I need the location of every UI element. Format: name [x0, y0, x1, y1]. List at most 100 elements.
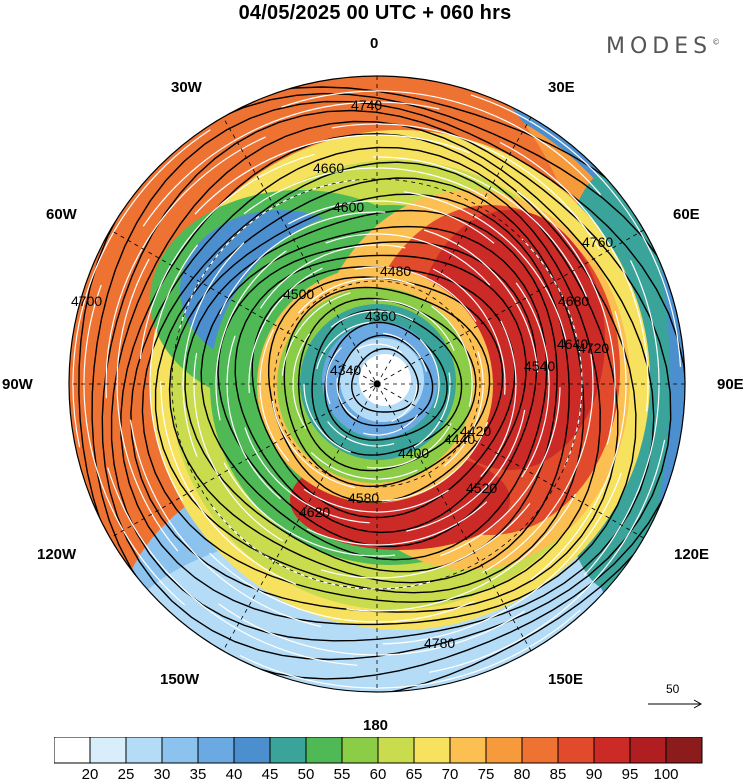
streamline — [530, 311, 627, 581]
streamline — [83, 284, 186, 606]
streamline — [431, 305, 473, 407]
streamline — [403, 191, 567, 340]
contour-line — [200, 225, 548, 561]
colorbar-tick-label: 50 — [297, 766, 315, 783]
contour-label: 4360 — [365, 308, 396, 324]
lon-label-60w: 60W — [46, 206, 77, 223]
streamline — [516, 191, 616, 445]
lon-label-30w: 30W — [171, 79, 202, 96]
contour-label: 4440 — [444, 431, 475, 447]
streamline — [292, 333, 311, 429]
contour-line — [110, 120, 655, 642]
streamline — [193, 352, 284, 542]
contour-line — [337, 334, 434, 427]
chart-title: 04/05/2025 00 UTC + 060 hrs — [238, 2, 512, 24]
colorbar-swatch — [485, 737, 523, 764]
contour-line — [91, 100, 685, 680]
latitude-circle — [273, 280, 481, 488]
contour-label: 4660 — [313, 160, 344, 176]
contour-label: 4740 — [351, 97, 382, 113]
lon-label-150w: 150W — [160, 671, 200, 688]
contour-line — [311, 309, 463, 456]
colorbar-swatch — [449, 737, 487, 764]
colorbar-swatch — [629, 737, 667, 764]
colorbar-tick-label: 30 — [153, 766, 171, 783]
map-boundary — [68, 75, 686, 693]
lon-label-150e: 150E — [548, 671, 584, 688]
streamline — [327, 421, 395, 447]
streamline — [354, 266, 477, 322]
pole-marker — [373, 380, 381, 388]
streamline — [363, 414, 419, 436]
colorbar-swatch — [557, 737, 595, 764]
colorbar-tick-label: 20 — [81, 766, 99, 783]
streamline — [142, 101, 440, 227]
streamline — [432, 268, 506, 395]
streamline — [346, 493, 577, 612]
streamline — [116, 258, 179, 552]
contour-label: 4540 — [524, 358, 555, 374]
streamline — [281, 292, 351, 376]
streamline — [182, 242, 245, 457]
colorbar-tick-label: 35 — [189, 766, 207, 783]
streamline — [194, 134, 470, 215]
streamline — [499, 141, 649, 412]
contour-label: 4700 — [71, 293, 102, 309]
contour-label: 4760 — [582, 234, 613, 250]
streamline — [583, 260, 660, 576]
streamline — [226, 335, 281, 500]
contour-line — [324, 321, 448, 441]
streamline — [208, 552, 475, 623]
contour-label: 4640 — [557, 336, 588, 352]
colorbar-swatch — [54, 737, 91, 764]
streamline — [303, 384, 352, 453]
contour-label: 4420 — [460, 423, 491, 439]
reference-vector: 50 — [644, 682, 704, 712]
streamline — [419, 338, 440, 409]
colorbar-tick-label: 65 — [405, 766, 423, 783]
colorbar-swatch — [269, 737, 307, 764]
colorbar-swatch — [233, 737, 271, 764]
contour-label: 4520 — [466, 480, 497, 496]
streamline — [219, 211, 386, 315]
contour-label: 4400 — [398, 445, 429, 461]
colorbar-swatch — [521, 737, 559, 764]
streamline — [374, 299, 455, 352]
streamline — [218, 603, 525, 656]
streamline — [303, 488, 449, 513]
contour-label: 4340 — [330, 362, 361, 378]
streamline — [428, 439, 666, 673]
colorbar-swatch — [593, 737, 631, 764]
contour-line — [78, 92, 685, 692]
streamline — [325, 347, 342, 405]
streamline — [248, 267, 323, 393]
contour-line — [234, 254, 527, 534]
latitude-circle — [171, 178, 583, 590]
streamline — [470, 94, 682, 367]
streamline — [383, 332, 427, 372]
colorbar-swatch — [665, 737, 703, 764]
contour-label: 4620 — [299, 504, 330, 520]
streamline — [423, 229, 539, 373]
streamline — [223, 462, 396, 557]
lon-label-120w: 120W — [37, 546, 77, 563]
streamline — [443, 351, 484, 467]
streamline — [440, 387, 561, 557]
modes-logo: MODES© — [606, 34, 721, 59]
streamline — [239, 609, 581, 689]
streamline — [259, 244, 406, 309]
lon-label-90e: 90E — [717, 376, 744, 393]
colorbar-tick-label: 90 — [585, 766, 603, 783]
contour-line — [283, 286, 491, 488]
streamline — [306, 501, 488, 546]
streamline — [413, 372, 451, 448]
streamline — [72, 129, 211, 448]
reference-vector-value: 50 — [666, 682, 680, 696]
colorbar-tick-label: 85 — [549, 766, 567, 783]
streamline — [331, 123, 600, 250]
lon-label-180: 180 — [363, 717, 389, 734]
streamline — [482, 353, 594, 574]
contour-line — [351, 347, 419, 413]
